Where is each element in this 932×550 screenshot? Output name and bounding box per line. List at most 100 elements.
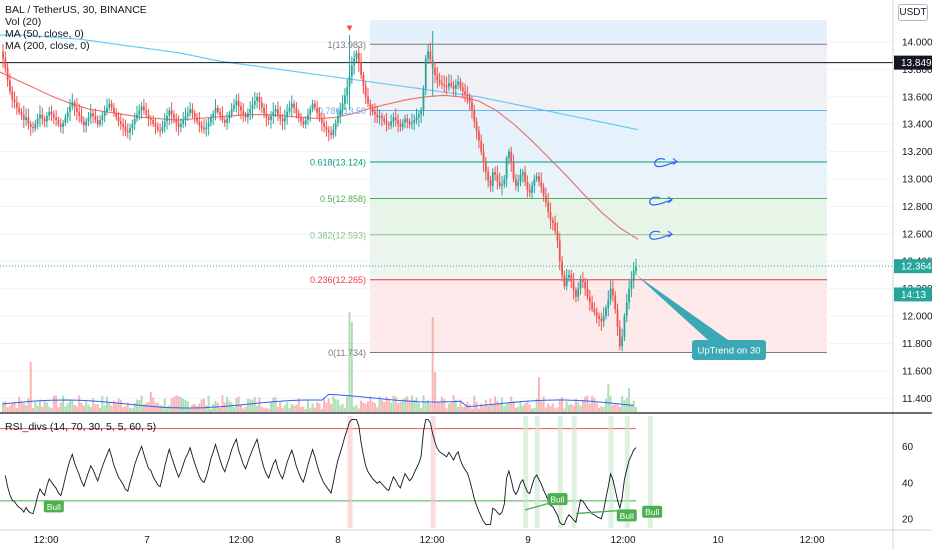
candle-body <box>505 158 508 179</box>
candle-body <box>191 109 194 114</box>
candle-body <box>258 96 261 103</box>
candle-body <box>330 132 332 136</box>
candle-body <box>89 113 92 118</box>
candle-body <box>184 115 187 121</box>
symbol-title[interactable]: BAL / TetherUS, 30, BINANCE <box>5 4 147 16</box>
rsi-signal-band <box>534 416 540 528</box>
volume-bar <box>318 403 321 412</box>
candle-body <box>355 52 358 59</box>
candle-body <box>572 281 575 291</box>
price-tag <box>894 287 932 302</box>
callout-pointer <box>636 274 728 340</box>
candle-body <box>27 117 30 125</box>
candle-body <box>595 311 598 317</box>
candle-body <box>34 124 37 129</box>
currency-button[interactable]: USDT <box>898 4 928 21</box>
candle-body <box>18 107 21 112</box>
candle-body <box>512 162 515 179</box>
time-tick-label: 7 <box>144 535 150 546</box>
volume-bar <box>38 399 41 412</box>
time-tick-label: 12:00 <box>228 535 253 546</box>
candle-body <box>32 126 34 129</box>
bull-marker <box>547 493 568 506</box>
rsi-tick-label: 40 <box>902 478 914 489</box>
volume-bar <box>138 399 141 412</box>
annotations[interactable]: UpTrend on 30 <box>636 158 766 360</box>
legend-vol[interactable]: Vol (20) <box>5 16 42 28</box>
candle-body <box>600 318 603 322</box>
volume-bar <box>2 402 4 412</box>
price-tick-label: 13.200 <box>902 147 932 158</box>
candle-body <box>563 274 566 286</box>
fibonacci-retracement[interactable]: 1(13.983) 0.786(13.50 0.618(13.124) 0.5(12.… <box>0 40 893 358</box>
volume-bar <box>584 396 587 412</box>
candle-body <box>166 115 168 122</box>
volume-bar <box>440 396 443 412</box>
price-tick-label: 12.800 <box>902 202 932 213</box>
candle-body <box>443 84 446 86</box>
candle-body <box>427 51 429 59</box>
candle-body <box>436 74 439 81</box>
candle-body <box>106 107 108 112</box>
fib-level-label: 0.382(12.593) <box>310 230 366 240</box>
price-tick-label: 13.400 <box>902 120 932 131</box>
candle-body <box>94 115 97 121</box>
volume-bar <box>434 372 437 412</box>
volume-bar <box>376 407 379 412</box>
legend-ma200[interactable]: MA (200, close, 0) <box>5 40 90 52</box>
volume-bar <box>186 401 189 412</box>
price-tag <box>894 259 932 274</box>
volume-bar <box>473 395 476 412</box>
volume-bar <box>371 401 374 412</box>
volume-bar <box>568 405 571 412</box>
volume-bar <box>330 404 333 412</box>
candle-body <box>152 120 155 125</box>
candle-body <box>302 121 305 125</box>
volume-bar <box>209 408 212 412</box>
volume-bar <box>110 405 113 412</box>
volume-bar <box>108 402 111 412</box>
fib-level-label: 0.786(13.50 <box>318 106 366 116</box>
candle-body <box>92 113 94 116</box>
candle-body <box>214 107 217 114</box>
candle-body <box>71 102 74 107</box>
candle-body <box>616 309 619 328</box>
candle-body <box>203 128 205 130</box>
candle-body <box>357 52 360 63</box>
candle-body <box>131 124 134 129</box>
volume-bar <box>316 402 319 412</box>
volume-bar <box>309 407 312 412</box>
candle-body <box>611 288 614 296</box>
time-tick-label: 12:00 <box>799 535 824 546</box>
drawn-arrow-icon <box>649 196 673 206</box>
candle-body <box>133 118 136 125</box>
candle-body <box>99 120 101 125</box>
volume-bar <box>41 406 44 412</box>
candle-body <box>508 151 510 159</box>
price-tick-label: 14.000 <box>902 37 932 48</box>
candle-body <box>533 178 536 186</box>
volume-bar <box>531 408 534 412</box>
volume-bar <box>390 402 393 412</box>
legend-ma50[interactable]: MA (50, close, 0) <box>5 28 84 40</box>
candle-body <box>6 67 9 81</box>
volume-bar <box>427 399 430 412</box>
volume-bar <box>586 395 589 412</box>
volume-bar <box>140 395 143 412</box>
drawn-arrow-icon <box>649 230 673 240</box>
volume-bar <box>424 401 427 412</box>
volume-bar <box>512 401 515 412</box>
volume-bar <box>15 407 18 412</box>
price-tick-label: 11.800 <box>902 339 932 350</box>
high-marker-icon <box>346 25 353 31</box>
candle-body <box>558 240 561 262</box>
volume-bar <box>325 402 328 412</box>
candle-body <box>62 122 64 127</box>
volume-bar <box>528 404 531 412</box>
volume-bar <box>230 402 233 412</box>
rsi-legend[interactable]: RSI_divs (14, 70, 30, 5, 5, 60, 5) <box>5 421 157 433</box>
candle-body <box>494 172 496 175</box>
volume-bar <box>480 403 483 412</box>
volume-bar <box>99 407 102 412</box>
